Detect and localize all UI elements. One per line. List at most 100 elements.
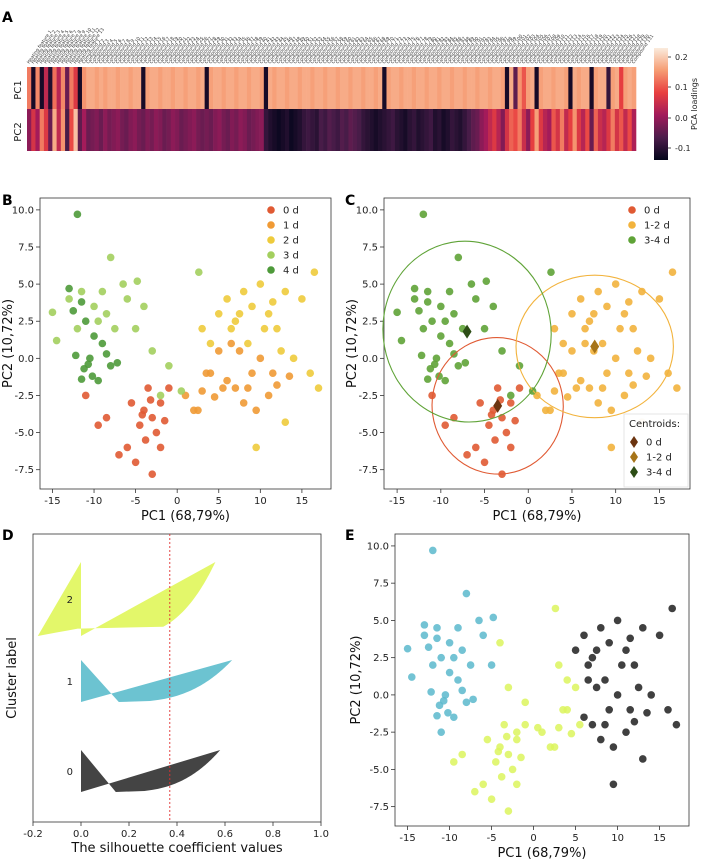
point-1-d — [248, 369, 256, 377]
panel-label-e: E — [345, 528, 355, 544]
point-cluster — [568, 310, 576, 318]
heatmap-cell — [196, 67, 201, 109]
point-kmeans — [502, 732, 511, 741]
heatmap-cell — [365, 67, 370, 109]
point-cluster — [472, 443, 480, 452]
heatmap-cell — [445, 67, 451, 109]
centroid-legend-marker — [630, 451, 638, 463]
x-axis-label: PC1 (68,79%) — [497, 846, 586, 861]
heatmap-cell — [306, 67, 311, 109]
point-0-d — [148, 413, 157, 422]
point-cluster — [410, 295, 419, 303]
point-kmeans — [592, 683, 601, 692]
legend-label: 2 d — [283, 236, 299, 247]
point-cluster — [673, 384, 681, 392]
x-tick-label: 15 — [653, 496, 666, 507]
point-kmeans — [454, 676, 462, 684]
heatmap-cell — [310, 67, 315, 109]
heatmap-cell — [255, 109, 260, 151]
colorbar-tick: -0.1 — [675, 144, 691, 153]
point-cluster — [489, 302, 498, 311]
point-kmeans — [458, 686, 467, 695]
point-3-d — [111, 324, 119, 333]
y-tick-label: 5.0 — [362, 280, 378, 291]
point-cluster — [415, 307, 423, 315]
point-cluster — [445, 339, 454, 348]
heatmap-cell — [69, 67, 74, 109]
point-cluster — [603, 369, 611, 377]
plot-frame — [39, 197, 332, 490]
y-tick-label: -7.5 — [369, 802, 389, 813]
heatmap-cell — [183, 67, 189, 109]
heatmap-cell — [217, 67, 222, 109]
x-axis-label: The silhouette coefficient values — [70, 841, 282, 856]
point-cluster — [598, 384, 607, 392]
point-3-d — [65, 295, 73, 303]
heatmap-cell — [623, 109, 628, 151]
point-cluster — [620, 391, 629, 400]
point-cluster — [498, 347, 506, 355]
point-2-d — [223, 295, 231, 303]
scatter-panel-e: -15 -10 -5 0 5 10 15 -7.5 -5.0 -2.5 0.0 2.5 5.0 7.5 10… — [349, 533, 690, 861]
y-tick-label: 0.0 — [362, 354, 378, 365]
heatmap-cell — [213, 109, 218, 151]
heatmap-cell — [449, 109, 455, 151]
centroid-legend-title: Centroids: — [629, 419, 680, 430]
point-kmeans — [580, 713, 588, 722]
heatmap-cell — [602, 67, 607, 109]
point-kmeans — [630, 717, 639, 726]
point-cluster — [437, 332, 445, 340]
heatmap-cell — [547, 67, 552, 109]
heatmap-cell — [576, 109, 582, 151]
x-tick-label: 0.4 — [169, 829, 185, 840]
point-1-d — [239, 399, 248, 407]
point-kmeans — [504, 807, 513, 815]
point-1-d — [223, 376, 231, 385]
point-kmeans — [613, 691, 622, 699]
heatmap-cell — [606, 67, 611, 109]
point-kmeans — [479, 631, 488, 640]
heatmap-cell — [378, 109, 383, 151]
panel-label-d: D — [2, 528, 14, 544]
x-tick-label: -15 — [399, 833, 415, 844]
point-kmeans — [450, 713, 458, 722]
point-cluster — [611, 280, 620, 288]
heatmap-cell — [627, 67, 633, 109]
y-tick-label: 2.5 — [362, 317, 378, 328]
point-4-d — [69, 307, 78, 315]
point-kmeans — [626, 634, 634, 643]
point-kmeans — [618, 661, 626, 669]
heatmap-cell — [276, 109, 282, 151]
heatmap-cell — [52, 109, 57, 151]
point-2-d — [281, 287, 290, 296]
point-kmeans — [597, 624, 605, 632]
heatmap-cell — [623, 67, 628, 109]
point-cluster — [432, 354, 441, 363]
legend-label: 1 d — [283, 221, 299, 232]
scatter-panel-c: -15 -10 -5 0 5 10 15 -7.5 -5.0 -2.5 0.0 2.5 5.0 7.5 10… — [345, 197, 691, 524]
point-0-d — [102, 413, 111, 422]
heatmap-cell — [204, 109, 210, 151]
point-1-d — [219, 384, 227, 392]
heatmap-cell — [496, 109, 501, 151]
heatmap-cell — [238, 109, 243, 151]
point-0-d — [152, 428, 161, 437]
point-kmeans — [513, 735, 521, 744]
heatmap-cell — [98, 67, 104, 109]
point-kmeans — [664, 705, 672, 714]
heatmap-cell — [238, 67, 243, 109]
heatmap-cell — [268, 109, 273, 151]
point-cluster — [482, 277, 491, 285]
heatmap-cell — [597, 67, 603, 109]
heatmap-cell — [369, 67, 375, 109]
heatmap-cell — [356, 109, 362, 151]
point-2-d — [248, 302, 256, 311]
point-kmeans — [445, 668, 454, 677]
centroid-marker — [493, 398, 503, 413]
point-kmeans — [668, 604, 676, 613]
point-kmeans — [521, 698, 529, 707]
heatmap-cell — [86, 109, 91, 151]
heatmap-cell — [39, 109, 45, 151]
point-kmeans — [408, 673, 416, 681]
